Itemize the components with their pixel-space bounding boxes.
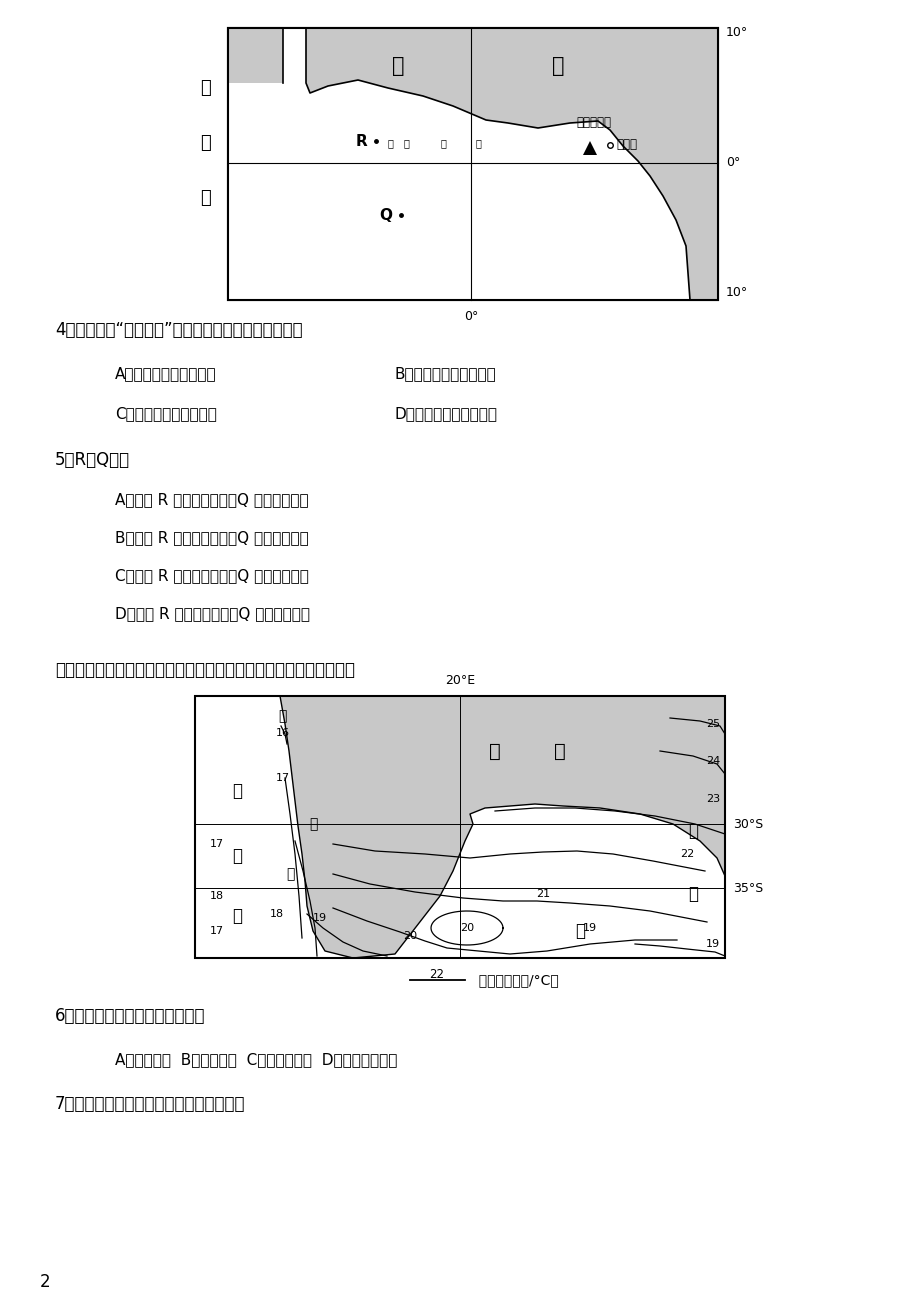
Text: 20°E: 20°E <box>445 674 474 687</box>
Text: 布埃亚: 布埃亚 <box>616 138 636 151</box>
Text: 4．布埃亚有“非洲雨极”之称，与其成因没有关联的是: 4．布埃亚有“非洲雨极”之称，与其成因没有关联的是 <box>55 322 302 339</box>
Text: 10°: 10° <box>725 26 747 39</box>
Text: D．北赤道暖流增温增湿: D．北赤道暖流增温增湿 <box>394 406 497 422</box>
Text: 20: 20 <box>460 923 473 934</box>
Text: 非: 非 <box>391 56 403 76</box>
Text: 洲: 洲 <box>553 742 565 760</box>
Text: 洋: 洋 <box>200 189 211 207</box>
Text: 10°: 10° <box>725 285 747 298</box>
Text: Q: Q <box>380 207 392 223</box>
Text: 甲: 甲 <box>286 867 294 881</box>
Text: 35°S: 35°S <box>732 881 763 894</box>
Polygon shape <box>228 29 717 299</box>
Text: 25: 25 <box>705 719 720 729</box>
Polygon shape <box>195 697 724 958</box>
Bar <box>195 697 724 958</box>
Text: 21: 21 <box>536 889 550 898</box>
Text: 西: 西 <box>232 848 242 865</box>
Text: 24: 24 <box>705 756 720 766</box>
Text: 20: 20 <box>403 931 416 941</box>
Text: 17: 17 <box>210 838 224 849</box>
Text: 7．而丙地比乙地水温低的主要影响因素是: 7．而丙地比乙地水温低的主要影响因素是 <box>55 1095 245 1113</box>
Text: 2: 2 <box>40 1273 51 1292</box>
Bar <box>228 29 717 299</box>
Text: B．受西非赤道低压影响: B．受西非赤道低压影响 <box>394 366 496 381</box>
Text: 度: 度 <box>687 885 698 904</box>
Bar <box>228 29 717 299</box>
Text: D．七月 R 地盛行两南风，Q 地盛行西南风: D．七月 R 地盛行两南风，Q 地盛行西南风 <box>115 607 310 621</box>
Text: 几: 几 <box>387 138 392 148</box>
Text: 6．造成甲地等温线弯曲的洋流是: 6．造成甲地等温线弯曲的洋流是 <box>55 1006 205 1025</box>
Text: A．山地迎风坡多地形雨: A．山地迎风坡多地形雨 <box>115 366 216 381</box>
Polygon shape <box>583 141 596 155</box>
Text: 大: 大 <box>232 783 242 799</box>
Text: A．一月 R 地盛行西南风，Q 地盛行东南风: A．一月 R 地盛行西南风，Q 地盛行东南风 <box>115 492 308 508</box>
Text: 内: 内 <box>403 138 408 148</box>
Text: A．南极环流  B．西风漂流  C．本格拉寒流  D．厕加勒斯暖流: A．南极环流 B．西风漂流 C．本格拉寒流 D．厕加勒斯暖流 <box>115 1052 397 1068</box>
Bar <box>195 697 724 958</box>
Text: 23: 23 <box>705 794 720 805</box>
Text: 亚: 亚 <box>439 138 446 148</box>
Text: 下图示意非洲南部周边海域冬季表层水温分布。据此完成下面小题。: 下图示意非洲南部周边海域冬季表层水温分布。据此完成下面小题。 <box>55 661 355 680</box>
Text: 16: 16 <box>276 728 289 738</box>
Text: 丙: 丙 <box>278 710 286 723</box>
Text: 喀麦隆火山: 喀麦隆火山 <box>575 116 610 129</box>
Text: 洋: 洋 <box>574 922 584 940</box>
Text: 西: 西 <box>200 134 211 152</box>
Text: 19: 19 <box>583 923 596 934</box>
Text: 22: 22 <box>679 849 693 859</box>
Text: 0°: 0° <box>725 156 740 169</box>
Text: 5．R、Q两地: 5．R、Q两地 <box>55 450 130 469</box>
Text: 印: 印 <box>687 822 698 840</box>
Text: 19: 19 <box>705 939 720 949</box>
Text: 赤: 赤 <box>474 138 481 148</box>
Text: 乙: 乙 <box>309 816 317 831</box>
Bar <box>228 29 717 299</box>
Text: 18: 18 <box>269 909 284 919</box>
Text: 洲: 洲 <box>551 56 563 76</box>
Text: C．七月 R 地盛行东北风，Q 地盛行东南风: C．七月 R 地盛行东北风，Q 地盛行东南风 <box>115 569 309 583</box>
Text: 非: 非 <box>489 742 500 760</box>
Text: 18: 18 <box>210 891 224 901</box>
Text: 大: 大 <box>200 79 211 98</box>
Text: 19: 19 <box>312 913 327 923</box>
Text: 17: 17 <box>276 773 289 783</box>
Text: R: R <box>356 134 368 148</box>
Text: 17: 17 <box>210 926 224 936</box>
Text: 0°: 0° <box>463 310 478 323</box>
Text: 等温线（单位/°C）: 等温线（单位/°C） <box>470 973 558 987</box>
Text: 洋: 洋 <box>232 907 242 924</box>
Text: C．西南季风与海岸垂直: C．西南季风与海岸垂直 <box>115 406 217 422</box>
Text: 30°S: 30°S <box>732 818 763 831</box>
Text: 22: 22 <box>429 967 444 980</box>
Text: B．一月 R 地盛行东北风，Q 地盛行西北风: B．一月 R 地盛行东北风，Q 地盛行西北风 <box>115 530 309 546</box>
